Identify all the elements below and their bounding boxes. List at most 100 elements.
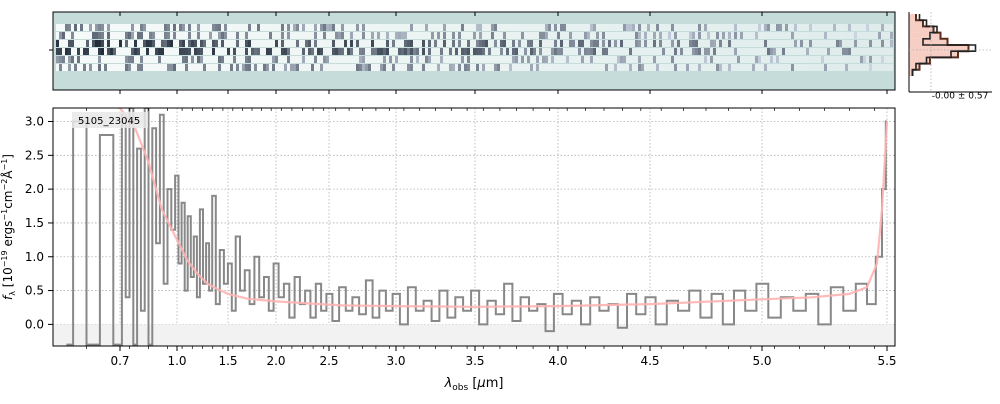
spectrum-pixel-bg [542, 48, 545, 55]
spectrum-pixel-bg [299, 40, 302, 47]
spectrum-pixel-bg [803, 24, 806, 31]
spectrum-pixel-bg [140, 48, 143, 55]
spectrum-pixel [767, 24, 770, 31]
spectrum-pixel-bg [872, 40, 875, 47]
spectrum-pixel [128, 56, 131, 63]
spectrum-pixel [179, 24, 182, 31]
spectrum-pixel-bg [677, 48, 680, 55]
spectrum-pixel [281, 48, 284, 55]
spectrum-pixel-bg [482, 24, 485, 31]
spectrum-pixel-bg [566, 32, 569, 39]
spectrum-pixel-bg [809, 48, 812, 55]
spectrum-pixel-bg [299, 32, 302, 39]
spectrum-pixel-bg [563, 40, 566, 47]
spectrum-pixel-bg [500, 56, 503, 63]
spectrum-pixel [755, 32, 758, 39]
spectrum-pixel-bg [380, 32, 383, 39]
spectrum-pixel [383, 56, 386, 63]
spectrum-pixel-bg [434, 56, 437, 63]
spectrum-pixel [161, 40, 164, 47]
spectrum-pixel-bg [752, 24, 755, 31]
spectrum-pixel-bg [224, 64, 227, 71]
spectrum-pixel [56, 48, 59, 55]
y-tick-label: 1.5 [25, 216, 44, 230]
spectrum-pixel [170, 64, 173, 71]
spectrum-pixel-bg [536, 32, 539, 39]
spectrum-pixel-bg [290, 32, 293, 39]
spectrum-pixel-bg [788, 32, 791, 39]
spectrum-pixel [137, 64, 140, 71]
spectrum-pixel [686, 64, 689, 71]
spectrum-pixel-bg [353, 24, 356, 31]
spectrum-pixel-bg [827, 32, 830, 39]
spectrum-pixel-bg [575, 64, 578, 71]
spectrum-pixel-bg [374, 40, 377, 47]
spectrum-pixel-bg [176, 64, 179, 71]
spectrum-pixel-bg [719, 24, 722, 31]
spectrum-pixel [209, 32, 212, 39]
spectrum-pixel-bg [629, 56, 632, 63]
spectrum-pixel [71, 40, 74, 47]
spectrum-pixel-bg [860, 48, 863, 55]
spectrum-pixel-bg [209, 64, 212, 71]
spectrum-pixel-bg [686, 40, 689, 47]
spectrum-pixel [854, 32, 857, 39]
spectrum-pixel-bg [626, 56, 629, 63]
spectrum-pixel-bg [665, 40, 668, 47]
spectrum-pixel-bg [404, 64, 407, 71]
spectrum-pixel-bg [428, 64, 431, 71]
spectrum-pixel-bg [791, 48, 794, 55]
spectrum-pixel [371, 40, 374, 47]
spectrum-pixel-bg [101, 56, 104, 63]
spectrum-pixel-bg [587, 24, 590, 31]
spectrum-pixel-bg [581, 48, 584, 55]
spectrum-pixel-bg [407, 32, 410, 39]
spectrum-pixel-bg [596, 64, 599, 71]
spectrum-pixel-bg [413, 32, 416, 39]
spectrum-pixel-bg [737, 48, 740, 55]
spectrum-pixel-bg [443, 56, 446, 63]
spectrum-pixel-bg [398, 64, 401, 71]
spectrum-pixel [182, 24, 185, 31]
spectrum-pixel-bg [299, 24, 302, 31]
spectrum-pixel-bg [440, 32, 443, 39]
spectrum-pixel-bg [230, 32, 233, 39]
spectrum-pixel-bg [197, 64, 200, 71]
spectrum-pixel [185, 64, 188, 71]
spectrum-pixel-bg [683, 32, 686, 39]
spectrum-pixel-bg [746, 64, 749, 71]
spectrum-pixel-bg [545, 64, 548, 71]
spectrum-pixel [581, 40, 584, 47]
spectrum-pixel-bg [158, 64, 161, 71]
spectrum-pixel-bg [437, 56, 440, 63]
y-tick-label: 2.0 [25, 182, 44, 196]
spectrum-pixel-bg [551, 40, 554, 47]
spectrum-pixel-bg [725, 24, 728, 31]
spectrum-pixel [383, 64, 386, 71]
spectrum-pixel [881, 40, 884, 47]
spectrum-pixel-bg [686, 32, 689, 39]
spectrum-pixel-bg [713, 56, 716, 63]
spectrum-pixel-bg [56, 24, 59, 31]
spectrum-pixel-bg [728, 56, 731, 63]
spectrum-pixel-bg [854, 56, 857, 63]
spectrum-pixel-bg [74, 48, 77, 55]
spectrum-pixel-bg [752, 48, 755, 55]
profile-bar-fill [909, 14, 916, 21]
spectrum-pixel [482, 40, 485, 47]
spectrum-pixel [620, 56, 623, 63]
spectrum-pixel [785, 24, 788, 31]
spectrum-pixel [860, 56, 863, 63]
spectrum-pixel [515, 48, 518, 55]
spectrum-pixel-bg [401, 56, 404, 63]
spectrum-pixel-bg [773, 32, 776, 39]
spectrum-pixel-bg [152, 24, 155, 31]
spectrum-pixel-bg [404, 24, 407, 31]
spectrum-pixel-bg [566, 24, 569, 31]
x-tick-label: 2.5 [319, 354, 338, 368]
y-tick-label: 0.0 [25, 317, 44, 331]
spectrum-pixel-bg [188, 56, 191, 63]
y-tick-label: 2.5 [25, 148, 44, 162]
spectrum-pixel-bg [659, 48, 662, 55]
spectrum-pixel-bg [884, 32, 887, 39]
